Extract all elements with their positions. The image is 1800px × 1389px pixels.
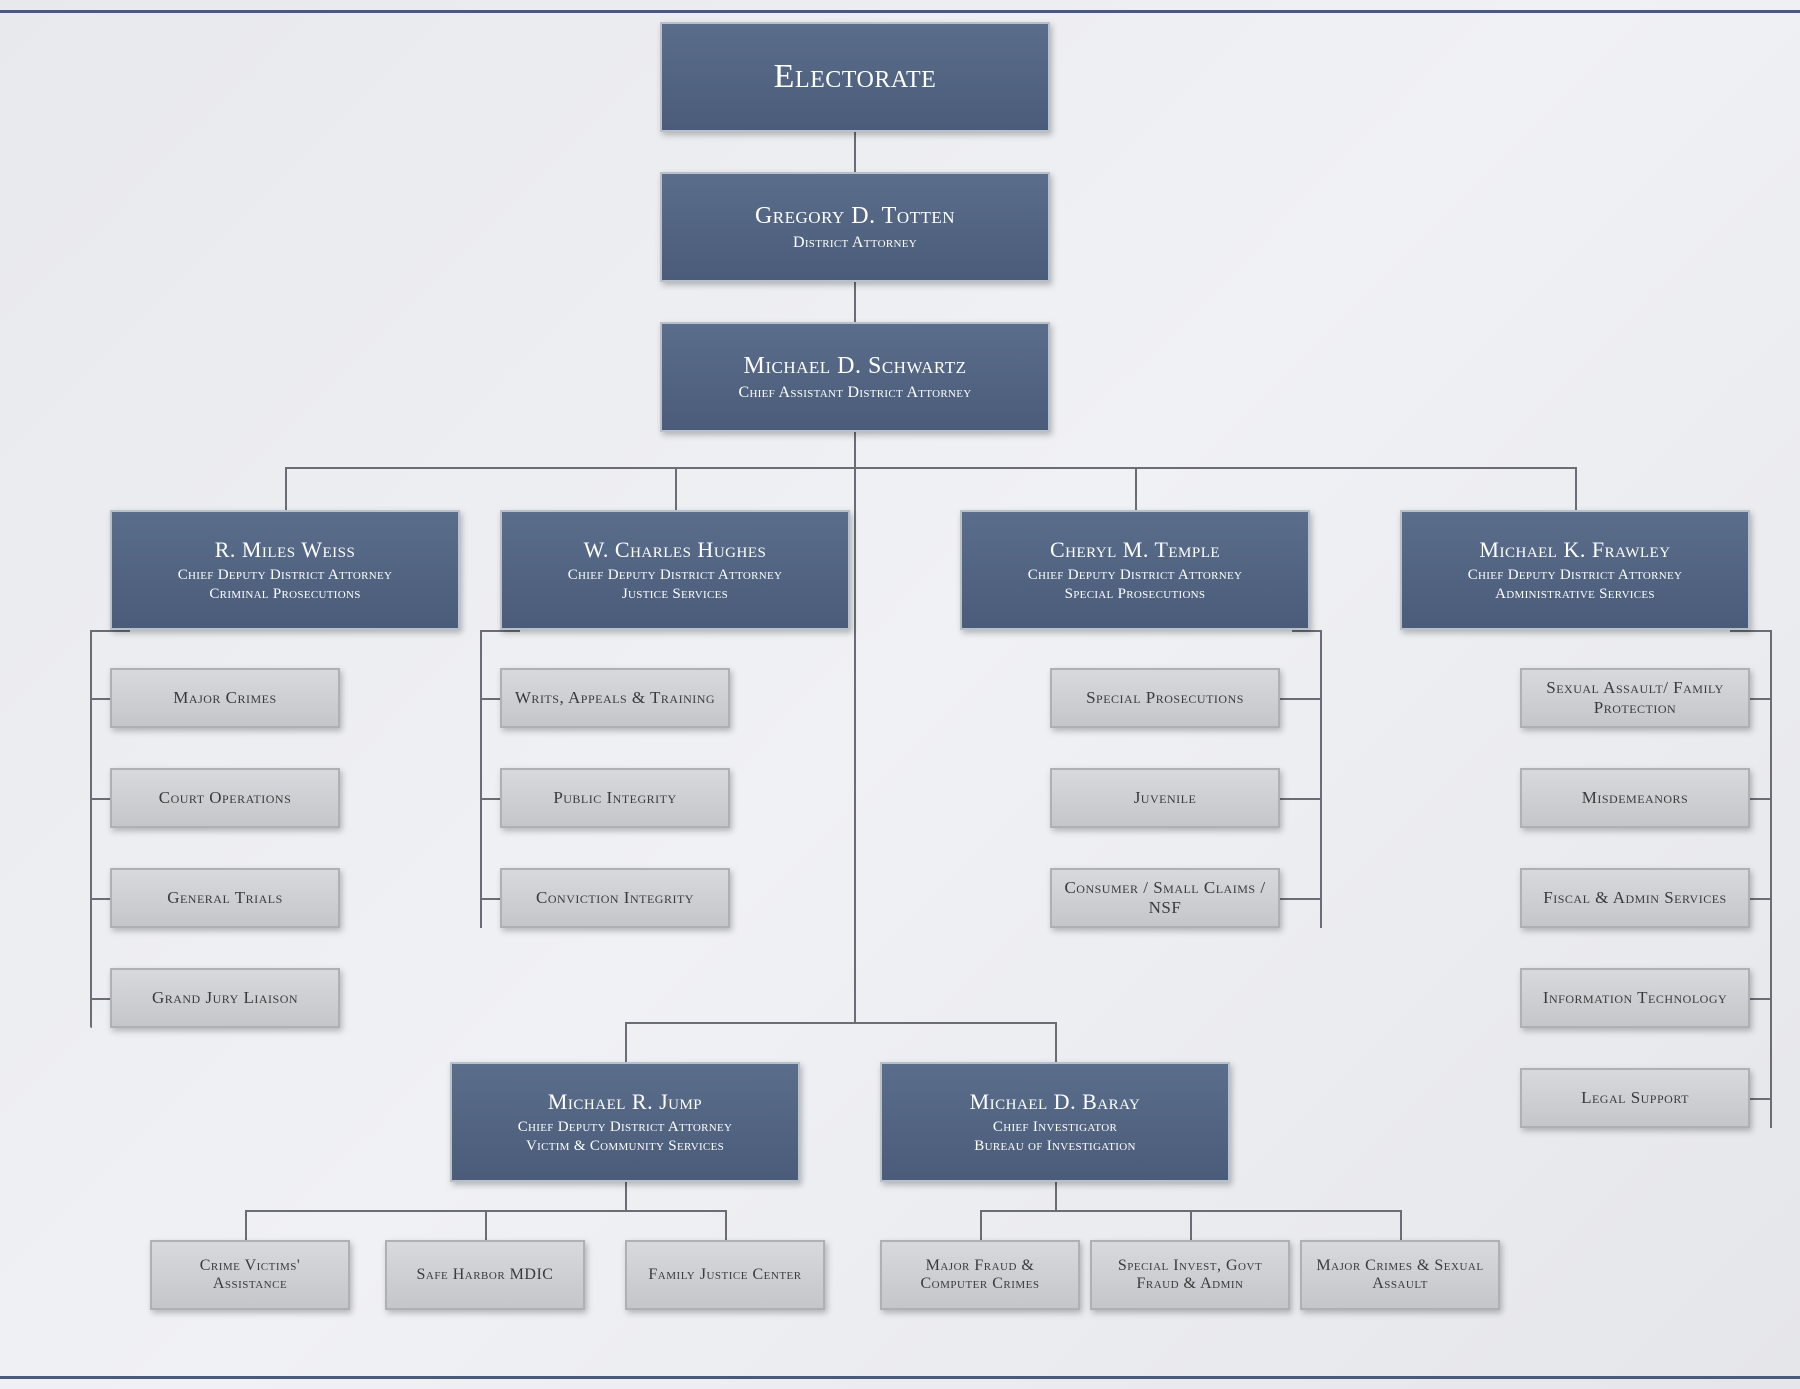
line-d2-up [675, 467, 677, 510]
deputy3-role: Chief Deputy District Attorney [1028, 567, 1243, 584]
node-deputy3: Cheryl M. Temple Chief Deputy District A… [960, 510, 1310, 630]
hr-bottom [0, 1376, 1800, 1379]
line-d2-u3 [480, 898, 500, 900]
deputy3-name: Cheryl M. Temple [1050, 537, 1220, 563]
d2-unit-1: Public Integrity [500, 768, 730, 828]
deputy1-role: Chief Deputy District Attorney [178, 567, 393, 584]
line-d6-up [1055, 1022, 1057, 1062]
deputy2-name: W. Charles Hughes [584, 537, 767, 563]
line-d5-u1 [245, 1210, 247, 1240]
deputy6-name: Michael D. Baray [970, 1089, 1141, 1115]
node-electorate: Electorate [660, 22, 1050, 132]
line-d4-up [1575, 467, 1577, 510]
line-d5-u2 [485, 1210, 487, 1240]
line-d4-u3 [1750, 898, 1770, 900]
deputy5-sub: Victim & Community Services [526, 1138, 724, 1155]
line-center-trunk [854, 467, 856, 1022]
deputy5-role: Chief Deputy District Attorney [518, 1119, 733, 1136]
node-deputy2: W. Charles Hughes Chief Deputy District … [500, 510, 850, 630]
line-d6-u3 [1400, 1210, 1402, 1240]
d2-unit-2: Conviction Integrity [500, 868, 730, 928]
deputy4-name: Michael K. Frawley [1479, 537, 1670, 563]
deputy6-role: Chief Investigator [993, 1119, 1117, 1136]
line-row2-horiz [625, 1022, 1055, 1024]
d5-unit-0: Crime Victims' Assistance [150, 1240, 350, 1310]
line-d1-u3 [90, 898, 110, 900]
node-deputy4: Michael K. Frawley Chief Deputy District… [1400, 510, 1750, 630]
line-d3-u2 [1280, 798, 1320, 800]
line-d4-u4 [1750, 998, 1770, 1000]
cada-role: Chief Assistant District Attorney [738, 384, 971, 402]
hr-top [0, 10, 1800, 13]
line-d2-u2 [480, 798, 500, 800]
line-d6-u1 [980, 1210, 982, 1240]
d4-unit-4: Legal Support [1520, 1068, 1750, 1128]
line-d3-rail [1320, 630, 1322, 928]
line-elec-da [854, 132, 856, 172]
deputy4-sub: Administrative Services [1495, 586, 1655, 603]
line-d6-down [1055, 1182, 1057, 1210]
deputy5-name: Michael R. Jump [548, 1089, 702, 1115]
line-d2-rail-top [480, 630, 520, 632]
line-d2-u1 [480, 698, 500, 700]
deputy2-sub: Justice Services [622, 586, 728, 603]
line-d3-u1 [1280, 698, 1320, 700]
line-d5-up [625, 1022, 627, 1062]
da-role: District Attorney [793, 234, 917, 252]
line-d1-rail-top [90, 630, 130, 632]
line-d1-up [285, 467, 287, 510]
d6-unit-2: Major Crimes & Sexual Assault [1300, 1240, 1500, 1310]
line-d2-rail [480, 630, 482, 928]
line-d4-u2 [1750, 798, 1770, 800]
node-deputy6: Michael D. Baray Chief Investigator Bure… [880, 1062, 1230, 1182]
line-cada-horiz [285, 467, 1575, 469]
d1-unit-0: Major Crimes [110, 668, 340, 728]
node-da: Gregory D. Totten District Attorney [660, 172, 1050, 282]
line-d5-down [625, 1182, 627, 1210]
cada-name: Michael D. Schwartz [744, 353, 967, 380]
d4-unit-2: Fiscal & Admin Services [1520, 868, 1750, 928]
line-d4-u1 [1750, 698, 1770, 700]
line-cada-down [854, 432, 856, 467]
electorate-title: Electorate [774, 58, 937, 96]
d5-unit-2: Family Justice Center [625, 1240, 825, 1310]
line-d3-rail-top [1292, 630, 1320, 632]
line-d4-u5 [1750, 1098, 1770, 1100]
d2-unit-0: Writs, Appeals & Training [500, 668, 730, 728]
d1-unit-2: General Trials [110, 868, 340, 928]
line-d4-rail-top [1730, 630, 1770, 632]
deputy3-sub: Special Prosecutions [1065, 586, 1206, 603]
da-name: Gregory D. Totten [755, 203, 955, 230]
deputy4-role: Chief Deputy District Attorney [1468, 567, 1683, 584]
line-d1-u1 [90, 698, 110, 700]
line-d4-rail [1770, 630, 1772, 1128]
deputy1-name: R. Miles Weiss [215, 537, 356, 563]
d4-unit-3: Information Technology [1520, 968, 1750, 1028]
line-d1-u4 [90, 998, 110, 1000]
deputy1-sub: Criminal Prosecutions [209, 586, 360, 603]
d5-unit-1: Safe Harbor MDIC [385, 1240, 585, 1310]
d1-unit-3: Grand Jury Liaison [110, 968, 340, 1028]
d6-unit-1: Special Invest, Govt Fraud & Admin [1090, 1240, 1290, 1310]
line-d6-u2 [1190, 1210, 1192, 1240]
node-deputy1: R. Miles Weiss Chief Deputy District Att… [110, 510, 460, 630]
line-d5-u3 [725, 1210, 727, 1240]
line-d1-u2 [90, 798, 110, 800]
d3-unit-1: Juvenile [1050, 768, 1280, 828]
line-d1-rail [90, 630, 92, 1028]
d4-unit-0: Sexual Assault/ Family Protection [1520, 668, 1750, 728]
deputy6-sub: Bureau of Investigation [974, 1138, 1135, 1155]
node-cada: Michael D. Schwartz Chief Assistant Dist… [660, 322, 1050, 432]
d3-unit-0: Special Prosecutions [1050, 668, 1280, 728]
d4-unit-1: Misdemeanors [1520, 768, 1750, 828]
line-d3-u3 [1280, 898, 1320, 900]
line-d3-up [1135, 467, 1137, 510]
d6-unit-0: Major Fraud & Computer Crimes [880, 1240, 1080, 1310]
node-deputy5: Michael R. Jump Chief Deputy District At… [450, 1062, 800, 1182]
deputy2-role: Chief Deputy District Attorney [568, 567, 783, 584]
d3-unit-2: Consumer / Small Claims / NSF [1050, 868, 1280, 928]
line-da-cada [854, 282, 856, 322]
d1-unit-1: Court Operations [110, 768, 340, 828]
